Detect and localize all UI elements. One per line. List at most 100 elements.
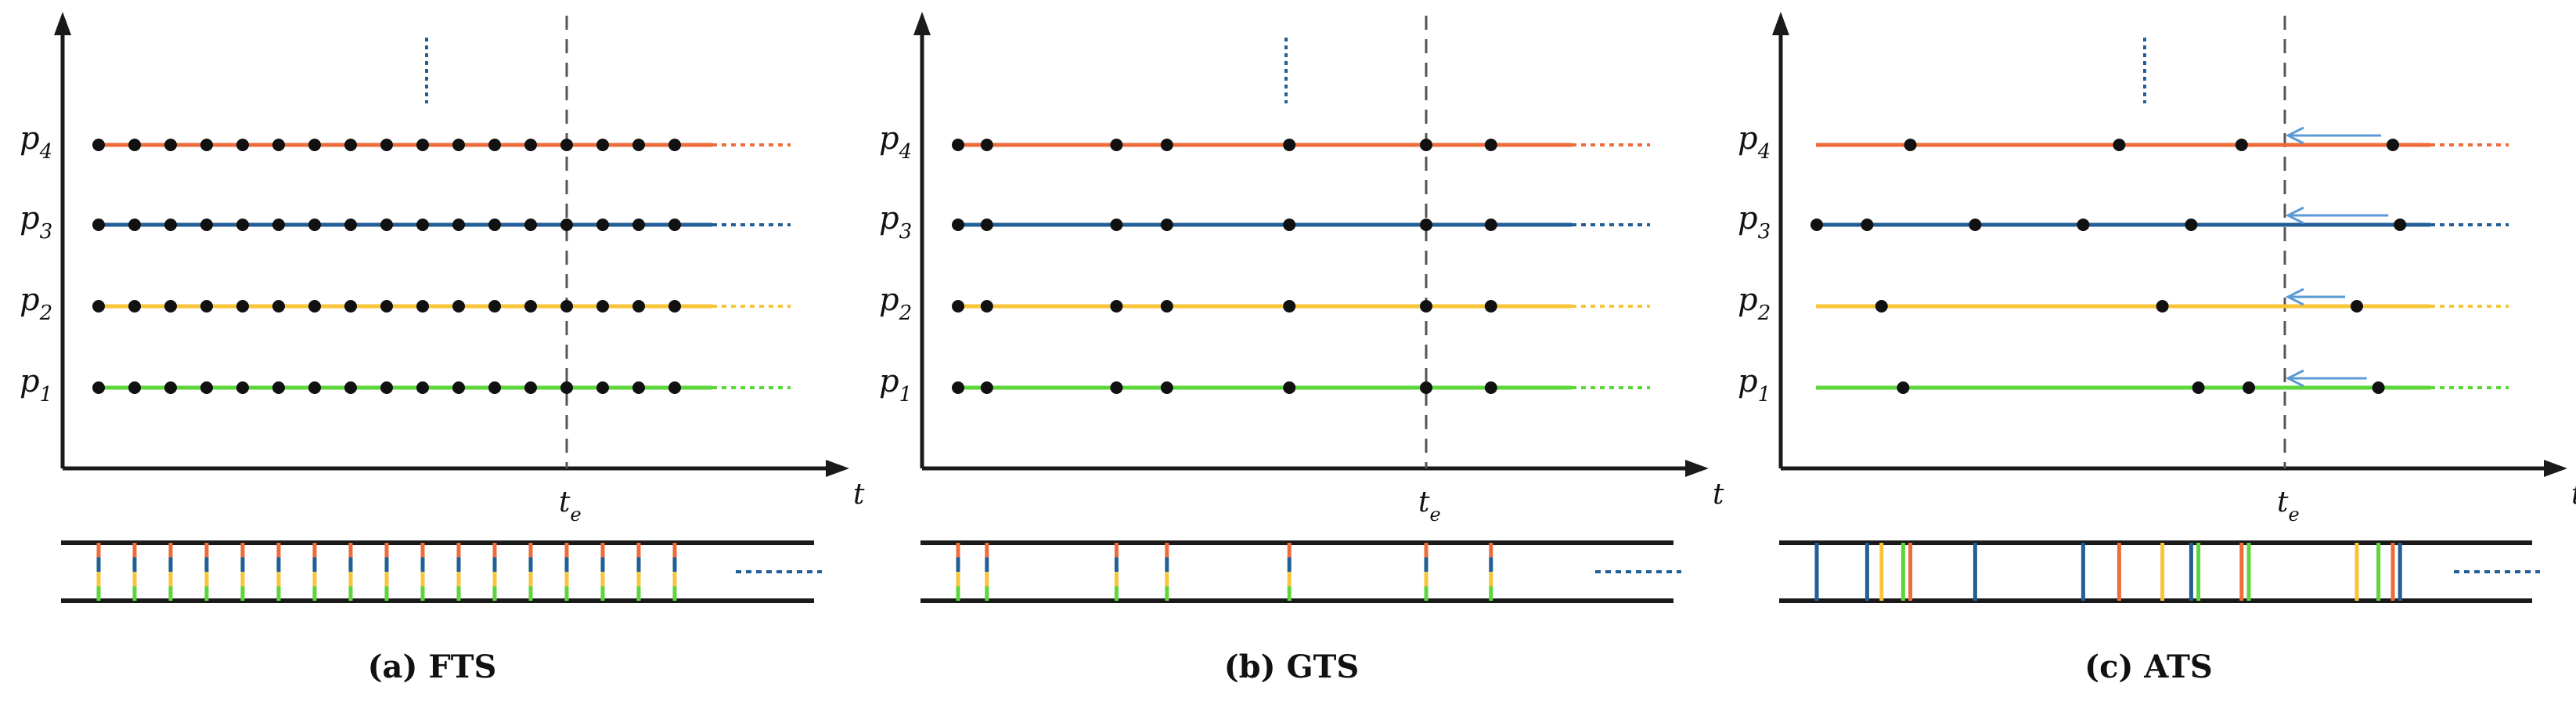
- sample-dot: [2077, 219, 2090, 231]
- sample-dot: [668, 219, 681, 231]
- process-label-p1: p1: [879, 363, 912, 407]
- process-label-sub-p3: 3: [40, 220, 53, 244]
- backtrack-arrowhead: [2285, 369, 2304, 388]
- sample-dot: [344, 300, 357, 313]
- sample-dot: [560, 139, 573, 151]
- sample-dot: [2156, 300, 2169, 313]
- sample-dot: [2387, 139, 2399, 151]
- sample-dot: [92, 300, 105, 313]
- sample-dot: [92, 219, 105, 231]
- y-axis-arrowhead: [54, 12, 71, 35]
- y-axis-arrowhead: [913, 12, 931, 35]
- sample-dot: [2243, 381, 2255, 394]
- sample-dot: [380, 139, 393, 151]
- te-label-sub: e: [570, 504, 581, 526]
- process-label-p4: p4: [1738, 121, 1771, 164]
- sample-dot: [128, 139, 141, 151]
- sample-dot: [668, 139, 681, 151]
- process-label-p3: p3: [20, 201, 52, 244]
- te-label-sub: e: [1429, 504, 1440, 526]
- sample-dot: [200, 381, 213, 394]
- sample-dot: [128, 219, 141, 231]
- x-axis-arrowhead: [1685, 460, 1709, 477]
- y-axis-arrowhead: [1772, 12, 1789, 35]
- sample-dot: [980, 139, 993, 151]
- process-label-p3: p3: [1738, 201, 1771, 244]
- process-label-sub-p4: 4: [1757, 140, 1771, 164]
- sample-dot: [344, 219, 357, 231]
- sample-dot: [416, 219, 429, 231]
- sample-dot: [488, 219, 501, 231]
- sample-dot: [980, 219, 993, 231]
- sample-dot: [2351, 300, 2363, 313]
- sample-dot: [1969, 219, 1982, 231]
- x-axis-arrowhead: [2544, 460, 2567, 477]
- sample-dot: [596, 139, 609, 151]
- backtrack-arrowhead: [2285, 126, 2304, 145]
- sample-dot: [560, 219, 573, 231]
- sample-dot: [2113, 139, 2126, 151]
- sample-dot: [524, 381, 537, 394]
- process-label-p4: p4: [20, 121, 52, 164]
- sample-dot: [560, 381, 573, 394]
- sample-dot: [1420, 381, 1432, 394]
- process-label-p1: p1: [1738, 363, 1771, 407]
- sample-dot: [632, 300, 645, 313]
- caption-gts: (b) GTS: [1223, 649, 1360, 685]
- process-label-sub-p2: 2: [1757, 302, 1771, 325]
- x-axis-arrowhead: [826, 460, 849, 477]
- sample-dot: [164, 139, 177, 151]
- process-label-p1: p1: [20, 363, 52, 407]
- sample-dot: [344, 381, 357, 394]
- backtrack-arrowhead: [2285, 206, 2304, 225]
- sample-dot: [92, 139, 105, 151]
- sample-dot: [488, 381, 501, 394]
- sample-dot: [2192, 381, 2205, 394]
- sample-dot: [1110, 139, 1123, 151]
- process-label-p2: p2: [1738, 282, 1771, 325]
- sample-dot: [452, 300, 465, 313]
- sample-dot: [1283, 219, 1296, 231]
- sample-dot: [524, 300, 537, 313]
- sample-dot: [952, 139, 964, 151]
- sample-dot: [344, 139, 357, 151]
- sample-dot: [200, 300, 213, 313]
- sample-dot: [2372, 381, 2385, 394]
- sample-dot: [980, 381, 993, 394]
- caption-ats: (c) ATS: [2084, 649, 2213, 685]
- sample-dot: [632, 139, 645, 151]
- sample-dot: [668, 381, 681, 394]
- sample-dot: [128, 300, 141, 313]
- sample-dot: [1283, 381, 1296, 394]
- sample-dot: [164, 219, 177, 231]
- sample-dot: [1810, 219, 1823, 231]
- panel-fts: t te p1 p2 p3 p4: [20, 12, 865, 603]
- process-label-p3: p3: [879, 201, 912, 244]
- sample-dot: [1904, 139, 1917, 151]
- sample-dot: [308, 300, 321, 313]
- sample-dot: [632, 381, 645, 394]
- sample-dot: [1875, 300, 1888, 313]
- sample-dot: [488, 300, 501, 313]
- sample-dot: [1897, 381, 1910, 394]
- sample-dot: [980, 300, 993, 313]
- sample-dot: [1484, 219, 1497, 231]
- sample-dot: [1283, 300, 1296, 313]
- time-axis-label: t: [2571, 479, 2576, 511]
- caption-fts: (a) FTS: [367, 649, 497, 685]
- sample-dot: [1110, 300, 1123, 313]
- sample-dot: [1160, 381, 1173, 394]
- process-label-sub-p1: 1: [40, 383, 53, 407]
- sample-dot: [952, 219, 964, 231]
- sample-dot: [200, 219, 213, 231]
- sample-dot: [1160, 219, 1173, 231]
- sample-dot: [1160, 139, 1173, 151]
- sample-dot: [272, 139, 285, 151]
- sample-dot: [164, 300, 177, 313]
- sample-dot: [128, 381, 141, 394]
- sample-dot: [952, 300, 964, 313]
- panel-ats: t te p1 p2 p3 p4: [1738, 12, 2576, 603]
- process-label-p2: p2: [20, 282, 52, 325]
- process-label-sub-p3: 3: [1758, 220, 1771, 244]
